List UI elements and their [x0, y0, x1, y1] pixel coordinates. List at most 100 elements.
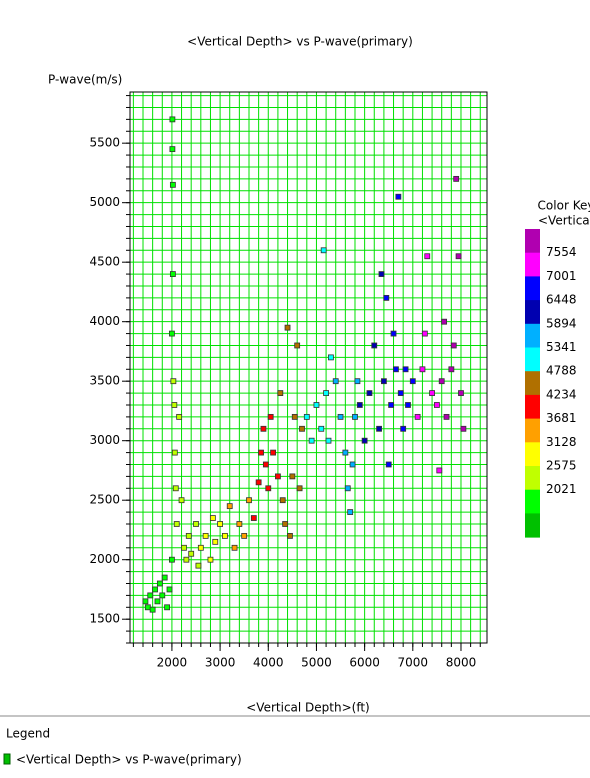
point [294, 342, 301, 349]
point [436, 467, 443, 474]
point [376, 425, 382, 432]
point [265, 485, 272, 492]
point [313, 402, 320, 408]
color-key-band [525, 252, 540, 277]
y-tick-label: 3500 [89, 374, 120, 388]
y-tick-label: 4500 [89, 255, 120, 269]
color-key-label: 7001 [546, 269, 577, 283]
x-tick-label: 3000 [205, 656, 236, 670]
point [147, 592, 154, 599]
color-key-band [525, 418, 540, 443]
point [152, 586, 158, 593]
point [154, 598, 161, 605]
point [250, 515, 257, 521]
point [397, 390, 404, 396]
y-tick-label: 3000 [89, 433, 120, 447]
point [231, 544, 238, 551]
x-tick-label: 8000 [446, 656, 477, 670]
point [275, 473, 281, 480]
plot-frame [129, 91, 488, 644]
point [262, 461, 269, 468]
point [323, 390, 329, 396]
point [325, 437, 332, 444]
color-key-band [525, 442, 540, 467]
color-key-label: 4788 [546, 364, 577, 378]
point [347, 509, 354, 515]
point [342, 449, 349, 456]
y-tick-label: 1500 [89, 612, 120, 626]
color-key-band [525, 371, 540, 396]
color-key-band [525, 300, 540, 325]
point [161, 574, 168, 581]
point [291, 413, 298, 420]
point [296, 485, 303, 492]
point [166, 586, 173, 593]
point [424, 253, 431, 260]
color-key-band [525, 466, 540, 491]
point [241, 532, 248, 539]
point [349, 461, 356, 468]
point [169, 271, 176, 277]
point [366, 390, 373, 396]
color-key-band [525, 394, 540, 420]
point [390, 330, 397, 337]
point [226, 503, 233, 510]
legend-icon [3, 753, 11, 765]
point [277, 390, 284, 396]
point [169, 146, 176, 153]
point [448, 366, 455, 373]
x-tick-label: 2000 [157, 656, 188, 670]
point [393, 366, 399, 373]
x-tick-label: 6000 [349, 656, 380, 670]
point [284, 324, 291, 331]
point [400, 425, 407, 432]
point [318, 425, 325, 432]
color-key-label: 7554 [546, 245, 577, 259]
point [156, 580, 163, 587]
point [443, 413, 450, 420]
point [388, 402, 395, 408]
color-key-label: 3128 [546, 435, 577, 449]
color-key-label: 5341 [546, 340, 577, 354]
y-tick-label: 5500 [89, 136, 120, 150]
point [178, 497, 185, 504]
point [209, 515, 216, 521]
color-key-band [525, 323, 540, 348]
point [344, 485, 351, 492]
color-key-title: Color Key [538, 199, 590, 213]
point [207, 556, 214, 563]
point [172, 485, 179, 492]
point [149, 606, 156, 613]
point [395, 193, 402, 200]
point [181, 544, 187, 551]
point [142, 598, 149, 605]
point [169, 116, 176, 123]
point [289, 473, 296, 480]
point [282, 521, 289, 527]
point [169, 330, 175, 337]
point [217, 521, 223, 527]
point [378, 271, 385, 277]
point [421, 330, 428, 337]
point [352, 413, 358, 420]
point [255, 479, 262, 486]
color-key-band [525, 513, 540, 538]
point [171, 402, 178, 408]
point [260, 425, 267, 432]
point [176, 413, 183, 420]
point [222, 532, 228, 539]
color-key-subtitle: <Vertical Depth>(ft) [538, 214, 590, 228]
point [356, 402, 363, 408]
y-tick-label: 5000 [89, 195, 120, 209]
point [402, 366, 409, 373]
color-key-label: 6448 [546, 293, 577, 307]
color-key-label: 2021 [546, 482, 577, 496]
point [450, 342, 457, 349]
point [385, 461, 392, 468]
point [419, 366, 426, 373]
point [337, 413, 344, 420]
x-tick-label: 4000 [253, 656, 284, 670]
point [169, 556, 175, 563]
point [171, 449, 178, 456]
